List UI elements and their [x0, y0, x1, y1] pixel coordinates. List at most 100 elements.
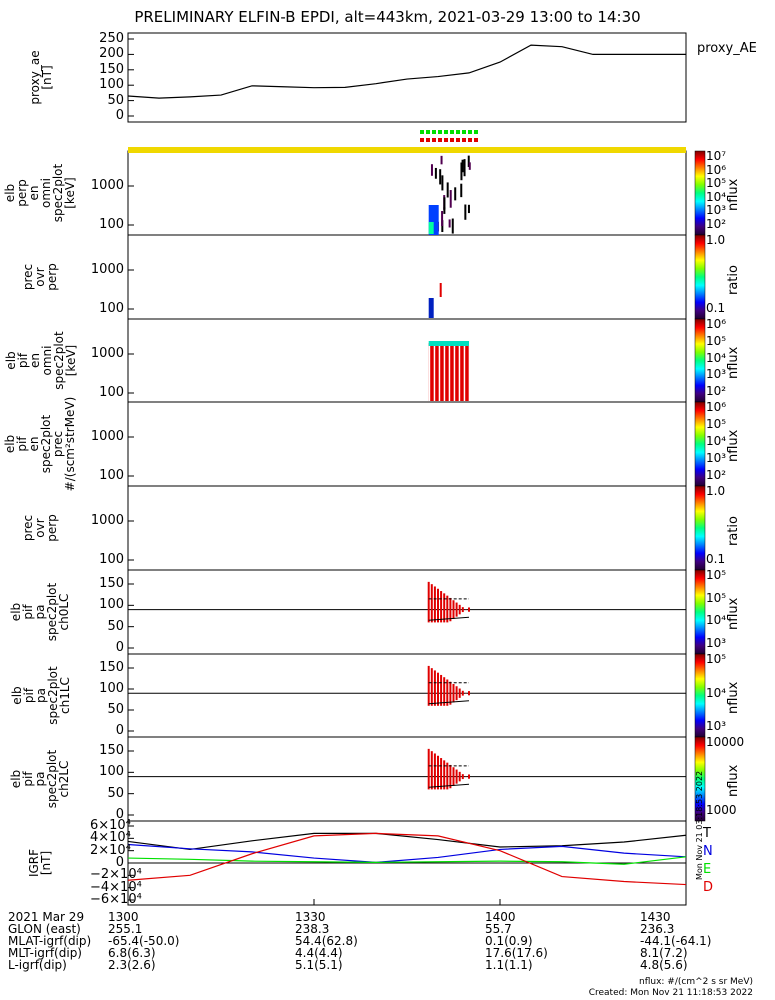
ytick-prec-0: 1000 — [90, 429, 124, 444]
ytick-ratio1-0: 1000 — [90, 262, 124, 277]
panel-frame-pa0 — [128, 570, 686, 654]
status-dot-green — [426, 130, 430, 134]
created-note: Created: Mon Nov 21 11:18:53 2022 — [589, 988, 753, 998]
colorbar-tick-prec-1: 10⁵ — [706, 417, 726, 431]
ytick-perp-0: 1000 — [90, 178, 124, 193]
colorbar-label-prec: nflux — [726, 430, 741, 462]
ytick-pa2-1: 100 — [90, 764, 124, 779]
panel-frame-ratio2 — [128, 486, 686, 570]
igrf-T-curve — [128, 833, 686, 849]
ephem-cell-4-4: 4.8(5.6) — [640, 958, 688, 972]
status-dot-red — [462, 138, 466, 142]
ytick-pa0-2: 50 — [90, 619, 124, 634]
ylabel-ae: proxy_ae [nT] — [0, 33, 85, 122]
igrf-legend-E: E — [703, 862, 711, 877]
ytick-pa2-0: 150 — [90, 743, 124, 758]
ylabel-pa1: elb pif pa spec2plot ch1LC — [0, 654, 82, 737]
perp-spectrogram-cell — [435, 168, 437, 179]
colorbar-label-para: nflux — [726, 346, 741, 378]
para-gap — [429, 346, 431, 401]
colorbar-tick-para-2: 10⁴ — [706, 351, 726, 365]
colorbar-label-ratio1: ratio — [726, 265, 741, 295]
colorbar-ratio1 — [695, 235, 705, 319]
para-gap — [484, 346, 486, 401]
perp-spectrogram-cell — [447, 182, 449, 197]
perp-spectrogram-cell — [443, 207, 445, 214]
para-gap — [459, 346, 461, 401]
ytick-pa2-2: 50 — [90, 786, 124, 801]
ytick-ratio1-1: 100 — [90, 301, 124, 316]
units-note: nflux: #/(cm^2 s sr MeV) — [639, 977, 753, 987]
colorbar-tick-pa0-1: 10⁵ — [706, 591, 726, 605]
perp-spectrogram-cell — [441, 156, 443, 164]
ytick-para-1: 100 — [90, 385, 124, 400]
ylabel-prec: elb pif en spec2plot prec #/(scm²strMeV) — [0, 402, 82, 486]
ratio1-cell2 — [440, 283, 442, 297]
status-dot-green — [432, 130, 436, 134]
panel-frame-pa1 — [128, 654, 686, 737]
ylabel-para: elb pif en omni spec2plot [keV] — [0, 319, 82, 402]
side-stamp: Mon Nov 21 03:18:53 2022 — [695, 771, 704, 880]
igrf-legend-N: N — [703, 844, 713, 859]
proxy-ae-line — [128, 45, 686, 98]
colorbar-tick-ratio2-0: 1.0 — [706, 484, 725, 498]
proxy-ae-legend: proxy_AE — [697, 41, 757, 56]
panel-frame-prec — [128, 402, 686, 486]
colorbar-tick-prec-2: 10⁴ — [706, 434, 726, 448]
perp-spectrogram-cell — [460, 163, 462, 181]
colorbar-tick-perp-0: 10⁷ — [706, 149, 726, 163]
ytick-ae-2: 150 — [90, 62, 124, 77]
panel-frame-ae — [128, 33, 686, 122]
colorbar-tick-perp-2: 10⁵ — [706, 176, 726, 190]
colorbar-tick-pa0-2: 10⁴ — [706, 613, 726, 627]
ylabel-igrf: IGRF [nT] — [0, 821, 82, 905]
colorbar-ratio2 — [695, 486, 705, 570]
ephem-cell-4-1: 2.3(2.6) — [108, 958, 156, 972]
perp-spectrogram-cell — [464, 204, 466, 219]
perp-spectrogram-cell — [452, 219, 454, 234]
status-dot-red — [432, 138, 436, 142]
colorbar-tick-para-0: 10⁶ — [706, 317, 726, 331]
ytick-ae-3: 100 — [90, 77, 124, 92]
perp-spectrogram-cell — [441, 211, 443, 226]
colorbar-para — [695, 319, 705, 402]
status-dot-green — [420, 130, 424, 134]
colorbar-tick-perp-5: 10² — [706, 217, 726, 231]
ytick-perp-1: 100 — [90, 217, 124, 232]
ephem-cell-4-0: L-igrf(dip) — [8, 958, 67, 972]
status-dot-red — [468, 138, 472, 142]
colorbar-tick-pa1-0: 10⁵ — [706, 652, 726, 666]
ratio1-cell — [429, 298, 434, 318]
colorbar-pa1 — [695, 654, 705, 737]
colorbar-tick-prec-3: 10³ — [706, 451, 726, 465]
panel-frame-para — [128, 319, 686, 402]
para-gap — [474, 346, 476, 401]
colorbar-tick-pa2-1: 1000 — [706, 803, 737, 817]
perp-spectrogram-cell — [468, 205, 470, 213]
colorbar-tick-ratio1-1: 0.1 — [706, 301, 725, 315]
colorbar-tick-pa2-0: 10000 — [706, 735, 744, 749]
ylabel-pa2: elb pif pa spec2plot ch2LC — [0, 737, 82, 821]
colorbar-tick-ratio2-1: 0.1 — [706, 552, 725, 566]
perp-spectrogram-cell — [441, 175, 443, 190]
colorbar-tick-para-3: 10³ — [706, 367, 726, 381]
para-spectrogram-top — [429, 341, 469, 346]
ytick-pa1-3: 0 — [90, 723, 124, 738]
ytick-ratio2-0: 1000 — [90, 513, 124, 528]
ytick-ae-0: 250 — [90, 31, 124, 46]
para-gap — [464, 346, 466, 401]
status-dot-red — [474, 138, 478, 142]
colorbar-tick-para-4: 10² — [706, 384, 726, 398]
perp-spectrogram-cell — [469, 162, 471, 170]
status-dot-red — [450, 138, 454, 142]
igrf-legend-D: D — [703, 880, 713, 895]
status-dot-green — [456, 130, 460, 134]
perp-spectrogram-low2 — [429, 222, 434, 234]
status-dot-green — [444, 130, 448, 134]
ylabel-ratio1: prec ovr perp — [0, 235, 82, 319]
orbit-yellow-bar — [128, 147, 686, 153]
para-gap — [479, 346, 481, 401]
ytick-ratio2-1: 100 — [90, 552, 124, 567]
colorbar-label-perp: nflux — [726, 179, 741, 211]
colorbar-tick-pa1-1: 10⁴ — [706, 686, 726, 700]
